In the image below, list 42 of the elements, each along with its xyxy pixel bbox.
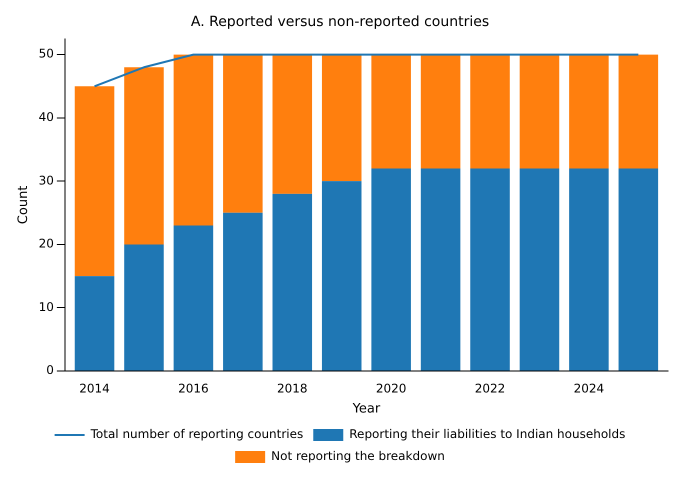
x-tick-label: 2020 xyxy=(376,381,406,396)
bar xyxy=(223,54,263,213)
legend-label: Not reporting the breakdown xyxy=(271,449,445,464)
x-tick-label: 2014 xyxy=(79,381,110,396)
bar xyxy=(520,54,560,169)
y-tick-label: 0 xyxy=(46,363,54,378)
x-tick-label: 2018 xyxy=(277,381,308,396)
bar xyxy=(124,244,164,370)
bar xyxy=(74,276,114,370)
bar xyxy=(322,54,362,182)
x-tick-label: 2024 xyxy=(574,381,604,396)
bar xyxy=(223,212,263,370)
bar xyxy=(174,225,214,370)
chart-title: A. Reported versus non-reported countries xyxy=(190,14,490,30)
legend-label: Reporting their liabilities to Indian households xyxy=(349,427,626,442)
y-tick-label: 20 xyxy=(38,236,54,251)
x-tick-label: 2022 xyxy=(474,381,506,396)
x-axis-title: Year xyxy=(352,402,381,417)
y-tick-label: 30 xyxy=(38,173,54,188)
bar xyxy=(124,67,164,244)
bar xyxy=(618,54,658,169)
y-tick-label: 40 xyxy=(38,110,54,124)
bar xyxy=(520,168,560,370)
bar xyxy=(272,54,312,194)
x-tick-label: 2016 xyxy=(178,381,209,396)
bar xyxy=(74,86,114,276)
bar xyxy=(618,168,658,370)
legend-label: Total number of reporting countries xyxy=(90,427,304,442)
y-axis-title: Count xyxy=(16,186,32,224)
y-tick-label: 50 xyxy=(38,46,54,61)
bar xyxy=(470,168,510,370)
bar xyxy=(420,54,460,169)
bar xyxy=(174,54,214,226)
bar xyxy=(420,168,460,370)
y-tick-label: 10 xyxy=(38,300,54,314)
bar xyxy=(371,54,411,169)
bar xyxy=(569,168,609,370)
bar xyxy=(470,54,510,169)
bar xyxy=(272,194,312,370)
bar xyxy=(569,54,609,169)
bar xyxy=(371,168,411,370)
bar xyxy=(322,181,362,370)
